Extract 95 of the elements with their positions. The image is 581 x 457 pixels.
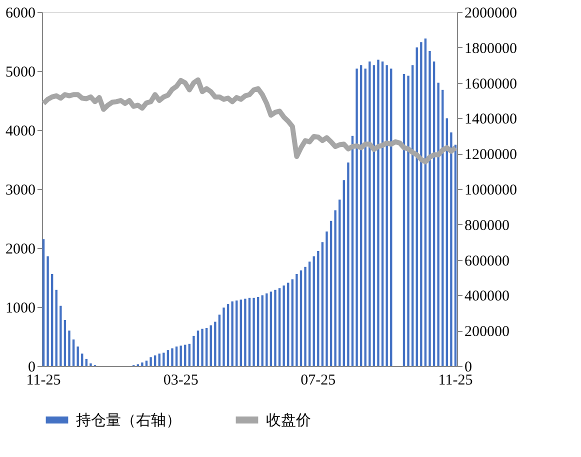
bar (90, 363, 92, 366)
bar (317, 250, 320, 366)
bar (175, 346, 178, 366)
bar (312, 256, 315, 366)
bar (158, 354, 160, 366)
bar (145, 360, 148, 366)
bar (338, 200, 341, 366)
bar (287, 282, 290, 366)
bar (205, 328, 208, 366)
bar (46, 256, 49, 366)
y-tick-label: 2000 (6, 242, 36, 258)
bar (300, 270, 302, 366)
y2-tick-label: 1800000 (464, 40, 517, 57)
bar (244, 298, 246, 366)
bar (308, 262, 311, 366)
bar (236, 300, 238, 366)
y-tick-label: 4000 (6, 124, 36, 140)
bar (240, 300, 242, 366)
bar (386, 65, 388, 366)
bar (454, 144, 457, 366)
bar (42, 239, 45, 366)
bar (222, 308, 225, 366)
bar (437, 82, 440, 366)
bar (141, 362, 144, 366)
bar (60, 306, 62, 366)
bar (55, 290, 58, 366)
bar (201, 328, 204, 366)
legend-label: 收盘价 (266, 412, 311, 429)
bar (270, 292, 272, 366)
y2-tick-label: 1000000 (464, 182, 517, 198)
bar (68, 330, 70, 366)
bar (171, 348, 174, 366)
bar (226, 304, 230, 366)
x-tick-label: 11-25 (438, 372, 473, 388)
y-tick-label: 6000 (6, 6, 36, 22)
bar (85, 358, 88, 366)
bar (407, 76, 410, 366)
bar (214, 322, 216, 366)
bar (218, 314, 221, 366)
bar (192, 336, 195, 366)
bar (278, 288, 281, 366)
bar (50, 274, 54, 366)
bar (150, 357, 152, 366)
y2-tick-label: 1200000 (464, 147, 517, 164)
y2-tick-label: 1600000 (464, 76, 517, 92)
y-tick-label: 3000 (6, 182, 36, 198)
bar (304, 266, 306, 366)
y-tick-label: 5000 (6, 64, 36, 80)
y2-tick-label: 1400000 (464, 112, 517, 128)
bar (180, 346, 182, 366)
bar (347, 162, 350, 366)
bar (368, 62, 371, 366)
bar (274, 290, 276, 366)
bar (266, 293, 268, 366)
bar (184, 344, 186, 366)
x-tick-label: 11-25 (26, 372, 61, 388)
bar (428, 50, 431, 366)
bar (81, 354, 84, 366)
y-tick-label: 1000 (6, 300, 36, 316)
legend-label: 持仓量（右轴） (76, 412, 181, 429)
y-tick-label: 0 (28, 360, 36, 376)
y2-tick-label: 600000 (464, 253, 510, 270)
bar (210, 325, 212, 366)
bar (356, 68, 358, 366)
bar (420, 42, 422, 366)
y2-tick-label: 2000000 (464, 6, 517, 22)
bar (154, 355, 156, 366)
y2-tick-label: 0 (464, 360, 472, 376)
bar (248, 298, 251, 366)
bar (296, 274, 298, 366)
bar (450, 132, 452, 366)
y2-tick-label: 200000 (464, 324, 510, 340)
bar (291, 279, 294, 366)
bar (377, 60, 380, 366)
bar (330, 220, 332, 366)
bar (196, 330, 200, 366)
bar (261, 295, 264, 366)
bar (326, 231, 328, 366)
y2-tick-label: 400000 (464, 288, 510, 305)
bar (256, 296, 260, 366)
y2-tick-label: 800000 (464, 218, 510, 234)
x-tick-label: 07-25 (300, 372, 336, 388)
bar (321, 242, 324, 366)
bar (282, 285, 285, 366)
x-tick-label: 03-25 (163, 372, 198, 388)
bar (188, 344, 191, 366)
bar (252, 298, 255, 366)
bar (334, 210, 336, 366)
bar (64, 320, 66, 366)
bar (231, 301, 234, 366)
bar (166, 350, 170, 366)
bar (72, 339, 75, 366)
bar (76, 346, 79, 366)
bar (342, 180, 346, 366)
bar (162, 352, 165, 366)
